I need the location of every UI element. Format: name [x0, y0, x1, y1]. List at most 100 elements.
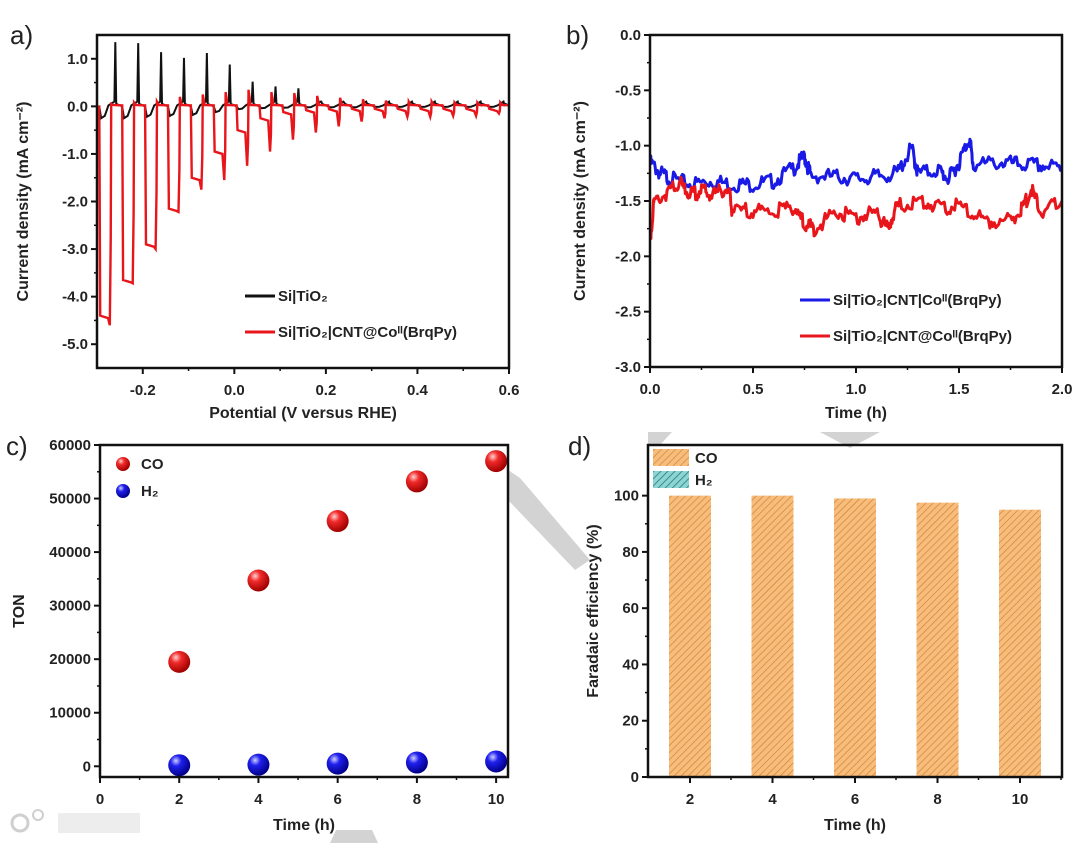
- y-tick-label: 1.0: [67, 51, 88, 68]
- x-tick-label: 0.5: [743, 381, 764, 398]
- y-tick-label: 0.0: [620, 27, 641, 44]
- y-tick-label: 0.0: [67, 98, 88, 115]
- y-tick-label: 20000: [49, 651, 91, 668]
- y-tick-label: -3.0: [62, 241, 88, 258]
- y-axis-label: TON: [11, 594, 28, 627]
- y-tick-label: -2.5: [615, 304, 641, 321]
- y-tick-label: 30000: [49, 598, 91, 615]
- data-point-h2: [405, 751, 428, 774]
- watermark-arrows: [330, 432, 880, 843]
- x-tick-label: 0: [96, 791, 104, 808]
- data-point-co: [247, 569, 270, 592]
- data-point-co: [485, 450, 508, 473]
- panel-label: c): [6, 431, 28, 461]
- watermark-logo: [10, 809, 140, 833]
- series-line: [650, 137, 1062, 194]
- x-tick-label: 2: [686, 791, 694, 808]
- bar-co: [834, 498, 876, 777]
- data-point-h2: [485, 750, 508, 773]
- y-tick-label: -1.0: [62, 146, 88, 163]
- y-tick-label: 0: [631, 769, 639, 786]
- x-tick-label: 6: [333, 791, 341, 808]
- x-axis-label: Time (h): [273, 817, 335, 834]
- x-tick-label: 6: [851, 791, 859, 808]
- bar-co: [751, 495, 794, 777]
- x-tick-label: 10: [1012, 791, 1029, 808]
- axes-frame: [98, 443, 510, 779]
- panel-d: d) 0 20 40 60 80 100 2 4 6 8 10 Time (h) Faradaic eff…: [568, 431, 1064, 834]
- axes-frame: [648, 33, 1064, 369]
- x-tick-label: 2: [175, 791, 183, 808]
- y-tick-label: 80: [622, 544, 639, 561]
- x-tick-label: 4: [768, 791, 777, 808]
- y-tick-label: 10000: [49, 705, 91, 722]
- x-tick-label: 4: [254, 791, 263, 808]
- legend-swatch: [653, 449, 689, 466]
- series-line: [650, 175, 1062, 241]
- legend-label: Si|TiO₂: [278, 288, 328, 305]
- panel-label: d): [568, 431, 591, 461]
- data-point-h2: [247, 753, 270, 776]
- x-tick-label: 0.4: [407, 382, 429, 399]
- legend-marker: [116, 457, 130, 471]
- x-tick-label: 10: [488, 791, 505, 808]
- legend-label: Si|TiO₂|CNT@Coᴵᴵ(BrqPy): [833, 328, 1012, 345]
- x-tick-label: 0.2: [315, 382, 336, 399]
- x-tick-label: 1.5: [949, 381, 970, 398]
- y-tick-label: -2.0: [62, 194, 88, 211]
- x-tick-label: 2.0: [1052, 381, 1073, 398]
- legend-label: H₂: [141, 483, 159, 500]
- y-tick-label: -4.0: [62, 289, 88, 306]
- panel-a: a) 1.0 0.0 -1.0 -2.0 -3.0 -4.0 -5.0 -0.2 0.0 0.2 0.…: [10, 20, 519, 422]
- data-point-h2: [168, 754, 191, 777]
- bar-co: [999, 509, 1041, 777]
- y-tick-label: 100: [614, 488, 639, 505]
- y-tick-label: -2.0: [615, 248, 641, 265]
- y-tick-label: 50000: [49, 491, 91, 508]
- panel-c: c) 0 10000 20000 30000 40000 50000 60000 0 2 4 6 8 10…: [6, 431, 510, 834]
- panel-label: b): [566, 20, 589, 50]
- x-tick-label: 0.6: [499, 382, 520, 399]
- axes-frame: [95, 33, 511, 370]
- x-tick-label: 0.0: [640, 381, 661, 398]
- legend-label: H₂: [695, 472, 713, 489]
- data-point-co: [168, 650, 191, 673]
- y-tick-label: -1.5: [615, 193, 641, 210]
- x-tick-label: 8: [413, 791, 421, 808]
- legend-swatch: [653, 471, 689, 488]
- x-tick-label: 8: [933, 791, 941, 808]
- legend-label: Si|TiO₂|CNT|Coᴵᴵ(BrqPy): [833, 292, 1002, 309]
- bar-co: [669, 495, 711, 777]
- x-tick-label: -0.2: [130, 382, 156, 399]
- y-tick-label: -0.5: [615, 82, 641, 99]
- y-axis-label: Faradaic efficiency (%): [585, 524, 602, 697]
- y-tick-label: 20: [622, 713, 639, 730]
- x-axis-label: Time (h): [825, 405, 887, 422]
- plot-area: [98, 42, 509, 326]
- data-point-co: [405, 470, 428, 493]
- bar-co: [916, 502, 959, 777]
- series-line: [98, 89, 509, 326]
- data-point-co: [326, 510, 349, 533]
- y-tick-label: 60: [622, 600, 639, 617]
- x-axis-label: Potential (V versus RHE): [209, 405, 397, 422]
- y-tick-label: 60000: [49, 437, 91, 454]
- x-axis-label: Time (h): [824, 817, 886, 834]
- y-axis-label: Current density (mA cm⁻²): [572, 101, 589, 301]
- y-tick-label: -3.0: [615, 359, 641, 376]
- legend-label: CO: [695, 450, 718, 467]
- legend-label: CO: [141, 456, 164, 473]
- x-tick-label: 0.0: [224, 382, 245, 399]
- y-tick-label: 0: [83, 758, 91, 775]
- panel-b: b) 0.0 -0.5 -1.0 -1.5 -2.0 -2.5 -3.0 0.0 0.5 1.0 1.…: [566, 20, 1072, 422]
- y-tick-label: -1.0: [615, 138, 641, 155]
- y-tick-label: 40: [622, 656, 639, 673]
- legend-marker: [116, 484, 130, 498]
- y-axis-label: Current density (mA cm⁻²): [15, 102, 32, 302]
- y-tick-label: -5.0: [62, 336, 88, 353]
- plot-area: [650, 137, 1062, 241]
- data-point-h2: [326, 752, 349, 775]
- y-tick-label: 40000: [49, 544, 91, 561]
- legend-label: Si|TiO₂|CNT@Coᴵᴵ(BrqPy): [278, 324, 457, 341]
